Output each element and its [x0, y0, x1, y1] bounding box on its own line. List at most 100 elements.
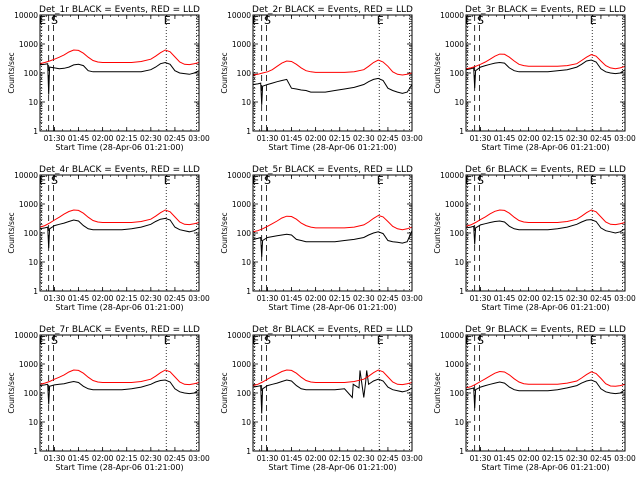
x-tick-label: 02:30: [566, 454, 588, 463]
y-axis-label: Counts/sec: [433, 372, 442, 413]
chart-panel-1: Det_1r BLACK = Events, RED = LLD 1 10 100 10…: [7, 5, 210, 152]
event-marker-label: S: [51, 334, 58, 347]
event-marker-label: E: [377, 174, 384, 187]
x-tick-label: 02:00: [518, 134, 540, 143]
series-line-events: [40, 61, 199, 95]
event-marker-label: E: [590, 174, 597, 187]
x-axis-label: Start Time (28-Apr-06 01:21:00): [481, 303, 609, 312]
plot-frame: [465, 334, 626, 452]
y-tick-label: 10000: [14, 331, 38, 340]
x-tick-label: 02:45: [590, 134, 612, 143]
y-tick-label: 10000: [440, 171, 464, 180]
y-tick-label: 1: [33, 447, 38, 456]
chart-title: Det_7r BLACK = Events, RED = LLD: [39, 325, 200, 335]
x-tick-label: 01:30: [257, 294, 279, 303]
y-tick-label: 1: [459, 287, 464, 296]
series-group: [40, 209, 199, 249]
y-tick-label: 10000: [227, 331, 251, 340]
x-tick-label: 02:15: [116, 294, 138, 303]
y-tick-label: 1000: [232, 360, 251, 369]
x-tick-label: 02:30: [140, 134, 162, 143]
series-group: [253, 369, 412, 414]
x-tick-label: 02:15: [542, 134, 564, 143]
x-tick-label: 01:30: [470, 134, 492, 143]
y-tick-label: 10000: [227, 171, 251, 180]
event-marker-label: E: [377, 334, 384, 347]
x-tick-label: 01:45: [68, 134, 90, 143]
chart-panel-6: Det_6r BLACK = Events, RED = LLD 1 10 100 10…: [433, 165, 636, 312]
y-axis-label: Counts/sec: [7, 52, 16, 93]
y-tick-label: 1000: [232, 40, 251, 49]
x-tick-label: 02:00: [518, 294, 540, 303]
chart-title: Det_8r BLACK = Events, RED = LLD: [252, 325, 413, 335]
y-tick-label: 10: [454, 418, 464, 427]
y-tick-label: 10: [454, 98, 464, 107]
y-tick-label: 100: [450, 229, 465, 238]
event-marker-label: E: [465, 334, 472, 347]
x-tick-label: 01:45: [494, 294, 516, 303]
y-axis-label: Counts/sec: [7, 372, 16, 413]
y-tick-label: 1000: [19, 40, 38, 49]
x-tick-label: 01:30: [44, 294, 66, 303]
x-tick-label: 02:45: [164, 454, 186, 463]
event-marker-label: E: [164, 174, 171, 187]
x-tick-label: 01:45: [281, 134, 303, 143]
series-group: [466, 370, 625, 409]
x-tick-label: 01:45: [494, 454, 516, 463]
chart-title: Det_3r BLACK = Events, RED = LLD: [465, 5, 626, 15]
y-tick-label: 10: [28, 418, 38, 427]
event-marker-label: S: [264, 14, 271, 27]
x-tick-label: 01:45: [494, 134, 516, 143]
y-tick-label: 1000: [19, 360, 38, 369]
series-line-events: [466, 379, 625, 409]
event-marker-label: E: [164, 14, 171, 27]
y-tick-label: 1000: [445, 360, 464, 369]
y-tick-label: 100: [237, 229, 252, 238]
x-tick-label: 02:15: [329, 134, 351, 143]
x-axis-label: Start Time (28-Apr-06 01:21:00): [55, 303, 183, 312]
series-line-events: [253, 230, 412, 257]
x-axis-label: Start Time (28-Apr-06 01:21:00): [55, 463, 183, 472]
x-tick-label: 01:45: [68, 454, 90, 463]
x-tick-label: 03:00: [188, 134, 210, 143]
plot-frame: [252, 334, 413, 452]
y-tick-label: 100: [450, 69, 465, 78]
x-tick-label: 02:45: [377, 134, 399, 143]
x-tick-label: 01:30: [470, 294, 492, 303]
x-tick-label: 01:45: [68, 294, 90, 303]
event-marker-label: E: [39, 14, 46, 27]
plot-frame: [39, 14, 200, 132]
series-line-lld: [466, 209, 625, 227]
event-marker-label: E: [164, 334, 171, 347]
x-tick-label: 03:00: [188, 454, 210, 463]
y-tick-label: 100: [24, 389, 39, 398]
y-tick-label: 1: [33, 287, 38, 296]
series-line-lld: [40, 209, 199, 228]
series-group: [466, 209, 625, 245]
x-tick-label: 03:00: [614, 454, 636, 463]
x-tick-label: 02:45: [590, 454, 612, 463]
chart-title: Det_4r BLACK = Events, RED = LLD: [39, 165, 200, 175]
event-marker-label: E: [252, 14, 259, 27]
x-tick-label: 02:45: [377, 454, 399, 463]
y-tick-label: 1000: [445, 200, 464, 209]
x-tick-label: 02:30: [566, 294, 588, 303]
y-tick-label: 1000: [232, 200, 251, 209]
y-tick-label: 1: [459, 447, 464, 456]
series-group: [40, 49, 199, 95]
x-axis-label: Start Time (28-Apr-06 01:21:00): [268, 463, 396, 472]
chart-panel-2: Det_2r BLACK = Events, RED = LLD 1 10 100 10…: [220, 5, 423, 152]
x-tick-label: 02:15: [329, 454, 351, 463]
y-tick-label: 1: [246, 127, 251, 136]
x-tick-label: 02:00: [305, 454, 327, 463]
y-axis-label: Counts/sec: [7, 212, 16, 253]
event-marker-label: S: [51, 14, 58, 27]
x-tick-label: 02:30: [140, 294, 162, 303]
event-marker-label: S: [477, 174, 484, 187]
event-marker-label: S: [477, 334, 484, 347]
chart-panel-9: Det_9r BLACK = Events, RED = LLD 1 10 100 10…: [433, 325, 636, 472]
y-tick-label: 10000: [14, 171, 38, 180]
series-line-lld: [40, 369, 199, 386]
chart-title: Det_2r BLACK = Events, RED = LLD: [252, 5, 413, 15]
